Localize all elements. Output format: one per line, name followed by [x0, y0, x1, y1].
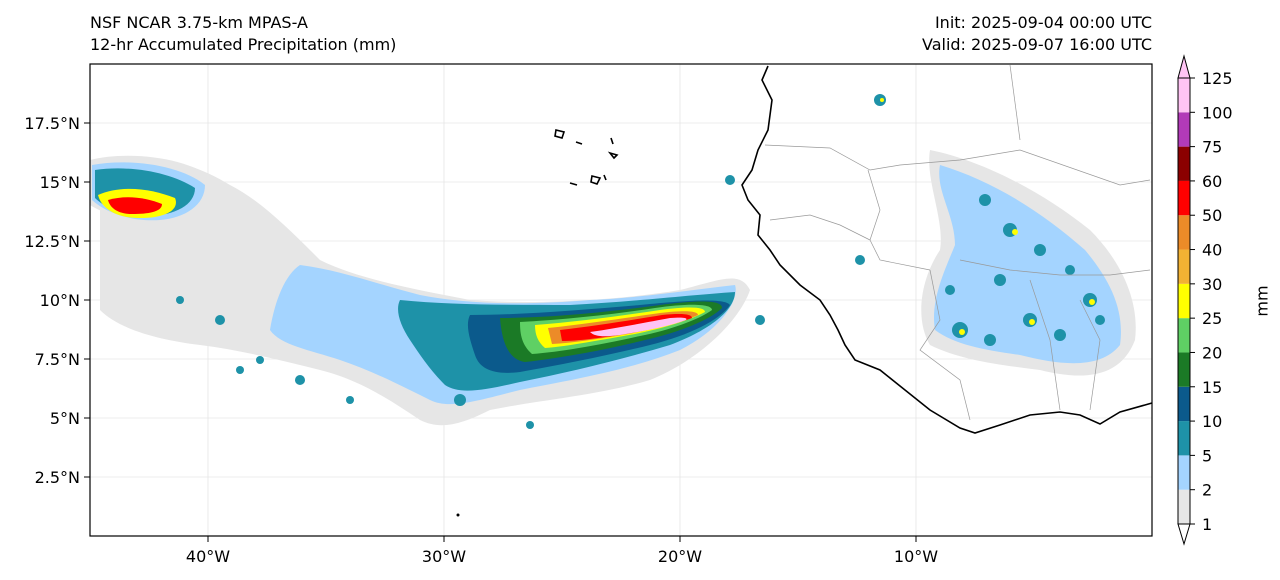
lon-tick-label: 40°W [186, 547, 230, 566]
colorbar-tick-label: 75 [1202, 138, 1222, 157]
colorbar-segment [1178, 421, 1190, 456]
country-borders [764, 64, 1151, 421]
colorbar-segment [1178, 352, 1190, 387]
lat-tick-label: 15°N [40, 173, 80, 192]
africa-intense-cells [880, 98, 1095, 335]
colorbar-tick-label: 40 [1202, 241, 1222, 260]
small-island [456, 513, 460, 517]
colorbar-tick-label: 20 [1202, 343, 1222, 362]
colorbar-segment [1178, 386, 1190, 422]
colorbar-tick-label: 10 [1202, 412, 1222, 431]
colorbar-segment [1178, 146, 1190, 181]
colorbar-tick-label: 15 [1202, 378, 1222, 397]
lat-tick-label: 7.5°N [35, 350, 80, 369]
precip-west-core-50mm [108, 197, 162, 214]
colorbar-segment [1178, 489, 1190, 524]
field-title: 12-hr Accumulated Precipitation (mm) [90, 35, 397, 54]
colorbar-tick-label: 100 [1202, 103, 1233, 122]
lat-tick-label: 10°N [40, 291, 80, 310]
latitude-ticks: 2.5°N 5°N 7.5°N 10°N 12.5°N 15°N 17.5°N [24, 114, 90, 487]
lat-tick-label: 2.5°N [35, 468, 80, 487]
colorbar-segment [1178, 283, 1190, 319]
lon-tick-label: 30°W [422, 547, 466, 566]
colorbar-segment [1178, 78, 1190, 113]
colorbar-segment [1178, 249, 1190, 284]
colorbar-tick-label: 50 [1202, 206, 1222, 225]
precip-core-125mm [590, 317, 687, 337]
model-title: NSF NCAR 3.75-km MPAS-A [90, 13, 308, 32]
west-africa-coastline [741, 65, 1153, 434]
colorbar-tick-label: 2 [1202, 481, 1212, 500]
colorbar-tick-label: 5 [1202, 446, 1212, 465]
colorbar-tick-label: 125 [1202, 69, 1233, 88]
lon-tick-label: 10°W [894, 547, 938, 566]
colorbar-unit-label: mm [1253, 285, 1272, 316]
cape-verde-islands [554, 129, 619, 186]
colorbar-border [1177, 77, 1191, 525]
valid-time: Valid: 2025-09-07 16:00 UTC [921, 35, 1152, 54]
colorbar-segment [1178, 455, 1190, 490]
colorbar-segment [1178, 112, 1190, 147]
colorbar-segment [1178, 318, 1190, 353]
colorbar-tick-label: 1 [1202, 515, 1212, 534]
colorbar-segment [1178, 215, 1190, 250]
colorbar-min-extend [1177, 523, 1191, 546]
colorbar-segment [1178, 180, 1190, 216]
colorbar-tick-label: 60 [1202, 172, 1222, 191]
lat-tick-label: 17.5°N [24, 114, 80, 133]
precip-africa-2mm [934, 165, 1121, 364]
precipitation-field [90, 94, 1136, 429]
ocean-convective-cells [176, 175, 765, 429]
longitude-ticks: 40°W 30°W 20°W 10°W [186, 536, 938, 566]
lat-tick-label: 12.5°N [24, 232, 80, 251]
lon-tick-label: 20°W [658, 547, 702, 566]
lat-tick-label: 5°N [50, 409, 80, 428]
init-time: Init: 2025-09-04 00:00 UTC [934, 13, 1152, 32]
colorbar-max-extend [1177, 54, 1191, 79]
colorbar-tick-label: 30 [1202, 275, 1222, 294]
colorbar-tick-label: 25 [1202, 309, 1222, 328]
